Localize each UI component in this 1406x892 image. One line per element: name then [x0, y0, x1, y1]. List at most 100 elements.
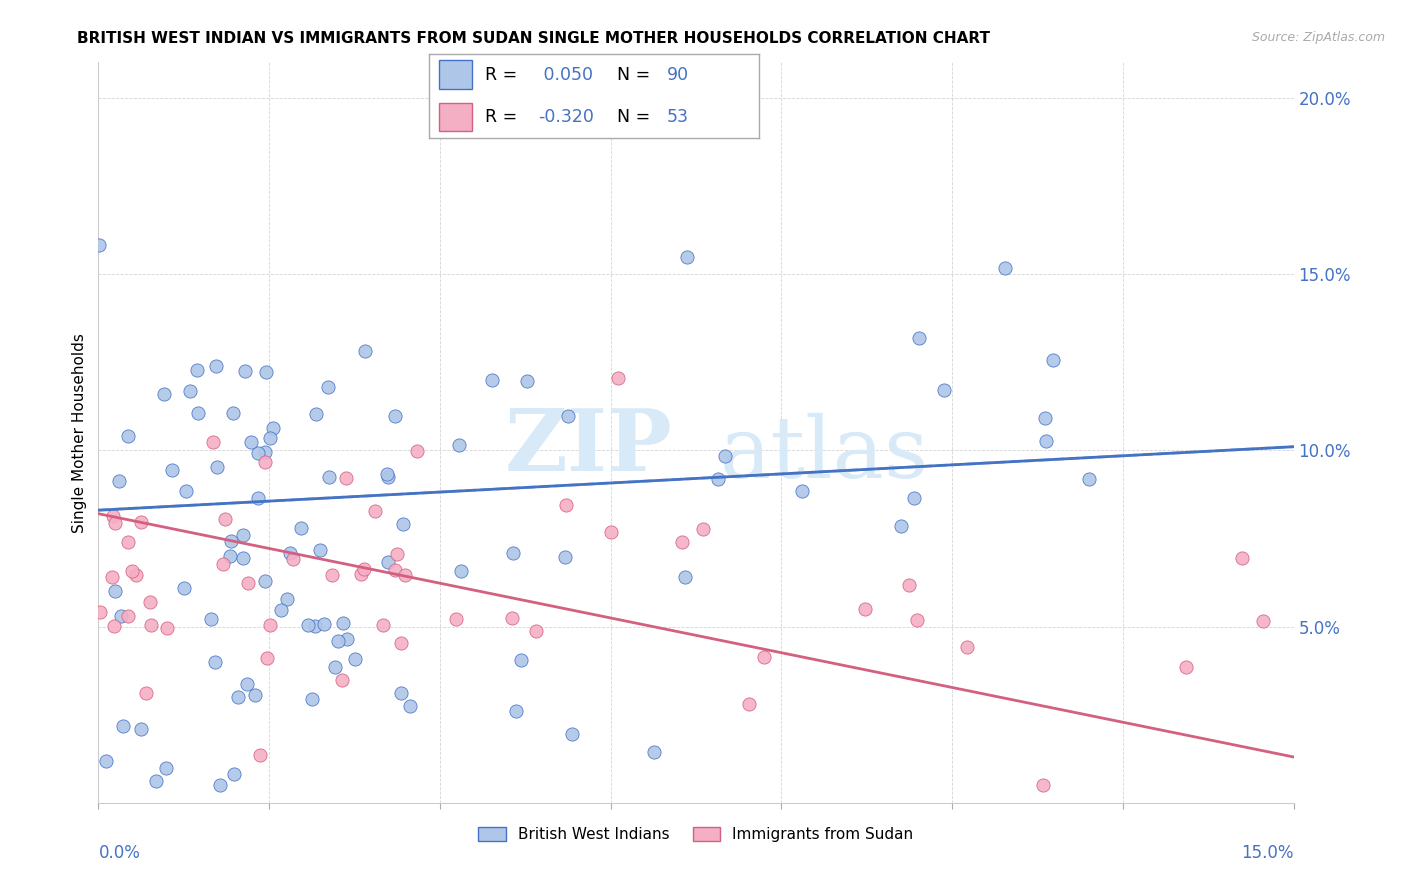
Point [160, 462, 183, 476]
Point [516, 374, 538, 388]
Point [1032, 778, 1054, 792]
Text: 90: 90 [666, 66, 689, 84]
Point [186, 363, 208, 377]
Text: 53: 53 [666, 108, 689, 126]
Point [447, 438, 470, 452]
Point [290, 521, 312, 535]
Point [377, 470, 399, 484]
Point [384, 409, 406, 423]
Point [321, 567, 343, 582]
Point [853, 602, 876, 616]
Point [205, 459, 228, 474]
Point [905, 613, 928, 627]
Point [201, 435, 224, 450]
Point [103, 618, 125, 632]
Point [384, 563, 406, 577]
Point [643, 745, 665, 759]
Point [335, 471, 357, 485]
Point [108, 474, 131, 488]
Point [117, 609, 139, 624]
Point [226, 690, 249, 704]
Point [101, 570, 124, 584]
Point [554, 550, 576, 565]
Point [243, 688, 266, 702]
Point [350, 567, 373, 582]
Point [89, 605, 111, 619]
Point [1175, 660, 1198, 674]
Point [301, 692, 323, 706]
Point [305, 407, 328, 421]
Point [501, 611, 523, 625]
Point [754, 649, 776, 664]
Point [502, 546, 524, 560]
FancyBboxPatch shape [439, 61, 472, 89]
Point [994, 260, 1017, 275]
Point [224, 766, 246, 780]
Point [316, 380, 339, 394]
Point [139, 618, 162, 632]
Point [96, 754, 118, 768]
Point [607, 371, 630, 385]
Point [219, 549, 242, 563]
Point [239, 435, 262, 450]
Point [890, 519, 912, 533]
Point [599, 524, 621, 539]
Point [254, 455, 277, 469]
Text: N =: N = [617, 66, 657, 84]
Point [87, 238, 110, 252]
Point [1078, 473, 1101, 487]
Point [336, 632, 359, 647]
Point [104, 583, 127, 598]
Point [377, 555, 399, 569]
Point [125, 567, 148, 582]
Point [389, 635, 412, 649]
Point [233, 364, 256, 378]
Text: BRITISH WEST INDIAN VS IMMIGRANTS FROM SUDAN SINGLE MOTHER HOUSEHOLDS CORRELATIO: BRITISH WEST INDIAN VS IMMIGRANTS FROM S… [77, 31, 990, 46]
Point [692, 522, 714, 536]
Point [236, 677, 259, 691]
Point [145, 774, 167, 789]
Point [173, 581, 195, 595]
Point [236, 576, 259, 591]
Point [111, 719, 134, 733]
Text: 15.0%: 15.0% [1241, 844, 1294, 862]
Point [121, 564, 143, 578]
Point [156, 621, 179, 635]
Text: -0.320: -0.320 [538, 108, 593, 126]
Point [187, 406, 209, 420]
Point [932, 384, 955, 398]
Point [131, 515, 153, 529]
Point [103, 508, 125, 523]
Point [392, 516, 415, 531]
Point [364, 504, 387, 518]
Text: N =: N = [617, 108, 657, 126]
Y-axis label: Single Mother Households: Single Mother Households [72, 333, 87, 533]
Point [309, 543, 332, 558]
Point [1042, 353, 1064, 368]
Point [707, 472, 730, 486]
Point [314, 617, 336, 632]
Point [524, 624, 547, 639]
Point [117, 428, 139, 442]
Point [254, 444, 277, 458]
Point [205, 359, 228, 373]
Point [450, 564, 472, 578]
Point [139, 595, 162, 609]
Point [394, 568, 416, 582]
Point [318, 470, 340, 484]
Point [232, 528, 254, 542]
Point [354, 344, 377, 359]
Point [405, 444, 427, 458]
Point [256, 651, 278, 665]
FancyBboxPatch shape [439, 103, 472, 131]
Point [259, 618, 281, 632]
Point [254, 574, 277, 588]
Point [259, 431, 281, 445]
Point [262, 421, 284, 435]
Point [231, 550, 253, 565]
Point [353, 561, 375, 575]
Point [399, 699, 422, 714]
Point [278, 546, 301, 560]
Text: R =: R = [485, 66, 523, 84]
Point [104, 516, 127, 530]
